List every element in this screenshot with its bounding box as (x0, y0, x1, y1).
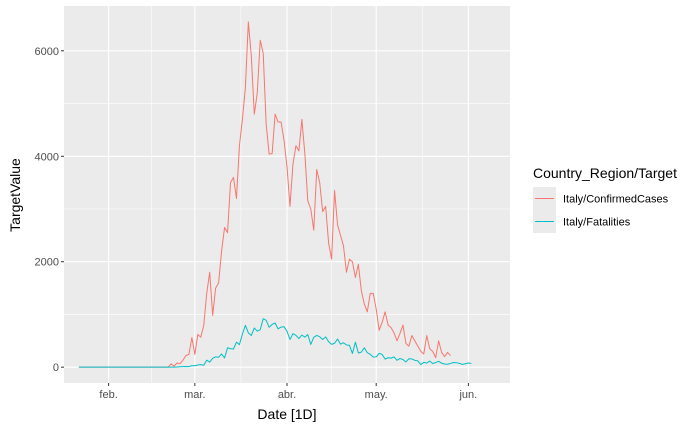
series-line-fatalities (78, 318, 472, 368)
legend-title: Country_Region/Target (533, 165, 677, 181)
x-tick-label: abr. (278, 389, 296, 401)
y-axis-title: TargetValue (7, 158, 23, 232)
x-axis: feb. mar. abr. may. jun. (99, 383, 477, 401)
x-tick-label: feb. (99, 389, 117, 401)
x-tick-label: jun. (458, 389, 477, 401)
legend-items: Italy/ConfirmedCases Italy/Fatalities (533, 187, 669, 233)
y-tick-label: 2000 (35, 257, 59, 269)
series-layer (78, 21, 472, 368)
x-tick-label: may. (365, 389, 388, 401)
x-axis-title: Date [1D] (257, 406, 316, 422)
y-tick-label: 4000 (35, 151, 59, 163)
y-axis: 0 2000 4000 6000 (35, 46, 64, 374)
legend-label: Italy/ConfirmedCases (563, 194, 669, 206)
legend-label: Italy/Fatalities (563, 217, 631, 229)
y-tick-label: 0 (53, 362, 59, 374)
x-tick-label: mar. (184, 389, 205, 401)
y-tick-label: 6000 (35, 46, 59, 58)
legend: Country_Region/Target Italy/ConfirmedCas… (533, 165, 677, 233)
